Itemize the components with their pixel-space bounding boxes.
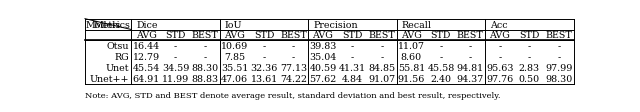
Text: STD: STD (254, 31, 274, 40)
Text: Metrics: Metrics (93, 21, 131, 30)
Text: -: - (380, 53, 383, 62)
Text: 74.22: 74.22 (280, 74, 307, 83)
Text: 16.44: 16.44 (132, 42, 159, 51)
Text: 98.30: 98.30 (545, 74, 572, 83)
Text: BEST: BEST (369, 31, 396, 40)
Text: BEST: BEST (545, 31, 572, 40)
Text: Otsu: Otsu (106, 42, 129, 51)
Text: AVG: AVG (490, 31, 510, 40)
Text: -: - (439, 42, 442, 51)
Text: -: - (498, 53, 502, 62)
Text: 39.83: 39.83 (309, 42, 337, 51)
Text: -: - (204, 42, 207, 51)
Text: 91.07: 91.07 (369, 74, 396, 83)
Text: -: - (204, 53, 207, 62)
Text: 2.40: 2.40 (430, 74, 451, 83)
Text: 94.81: 94.81 (457, 64, 484, 72)
Text: -: - (292, 42, 295, 51)
Text: STD: STD (519, 31, 540, 40)
Text: Unet: Unet (106, 64, 129, 72)
Text: AVG: AVG (136, 31, 157, 40)
Text: 12.79: 12.79 (132, 53, 159, 62)
Text: -: - (380, 42, 383, 51)
Text: -: - (557, 42, 561, 51)
Text: 11.99: 11.99 (162, 74, 189, 83)
Text: 11.07: 11.07 (398, 42, 425, 51)
Text: 84.85: 84.85 (369, 64, 396, 72)
Text: 55.81: 55.81 (398, 64, 425, 72)
Text: 45.54: 45.54 (132, 64, 160, 72)
Text: 35.51: 35.51 (221, 64, 248, 72)
Text: -: - (498, 42, 502, 51)
Text: 0.50: 0.50 (519, 74, 540, 83)
Text: 97.76: 97.76 (486, 74, 513, 83)
Text: BEST: BEST (457, 31, 484, 40)
Text: 88.83: 88.83 (191, 74, 219, 83)
Text: -: - (262, 53, 266, 62)
Text: -: - (262, 42, 266, 51)
Text: 7.85: 7.85 (224, 53, 245, 62)
Text: 45.58: 45.58 (428, 64, 454, 72)
Text: 4.84: 4.84 (342, 74, 363, 83)
Text: Precision: Precision (313, 20, 358, 29)
Text: STD: STD (431, 31, 451, 40)
Text: 47.06: 47.06 (221, 74, 248, 83)
Text: 91.56: 91.56 (397, 74, 425, 83)
Text: -: - (292, 53, 295, 62)
Text: Acc: Acc (490, 20, 508, 29)
Text: BEST: BEST (192, 31, 218, 40)
Text: -: - (528, 53, 531, 62)
Text: 97.99: 97.99 (545, 64, 572, 72)
Text: 77.13: 77.13 (280, 64, 307, 72)
Text: IoU: IoU (225, 20, 243, 29)
Text: 8.60: 8.60 (401, 53, 422, 62)
Text: 40.59: 40.59 (309, 64, 337, 72)
Text: 10.69: 10.69 (221, 42, 248, 51)
Text: RG: RG (114, 53, 129, 62)
Text: Recall: Recall (402, 20, 431, 29)
Text: 34.59: 34.59 (162, 64, 189, 72)
Text: Dice: Dice (136, 20, 158, 29)
Text: -: - (439, 53, 442, 62)
Text: -: - (468, 53, 472, 62)
Text: Models: Models (86, 20, 121, 29)
Text: STD: STD (165, 31, 186, 40)
Text: 2.83: 2.83 (519, 64, 540, 72)
Text: BEST: BEST (280, 31, 307, 40)
Text: 41.31: 41.31 (339, 64, 366, 72)
Text: STD: STD (342, 31, 363, 40)
Text: 64.91: 64.91 (132, 74, 160, 83)
Text: -: - (174, 53, 177, 62)
Text: AVG: AVG (312, 31, 333, 40)
Text: AVG: AVG (224, 31, 245, 40)
Text: -: - (468, 42, 472, 51)
Text: -: - (351, 42, 354, 51)
Text: 57.62: 57.62 (309, 74, 337, 83)
Text: 94.37: 94.37 (457, 74, 484, 83)
Text: 95.63: 95.63 (486, 64, 513, 72)
Text: 13.61: 13.61 (250, 74, 278, 83)
Text: -: - (557, 53, 561, 62)
Text: Note: AVG, STD and BEST denote average result, standard deviation and best resul: Note: AVG, STD and BEST denote average r… (85, 91, 500, 99)
Text: -: - (528, 42, 531, 51)
Text: -: - (174, 42, 177, 51)
Text: 35.04: 35.04 (309, 53, 337, 62)
Text: 88.30: 88.30 (191, 64, 219, 72)
Text: 32.36: 32.36 (250, 64, 278, 72)
Text: Unet++: Unet++ (90, 74, 129, 83)
Text: -: - (351, 53, 354, 62)
Text: AVG: AVG (401, 31, 422, 40)
